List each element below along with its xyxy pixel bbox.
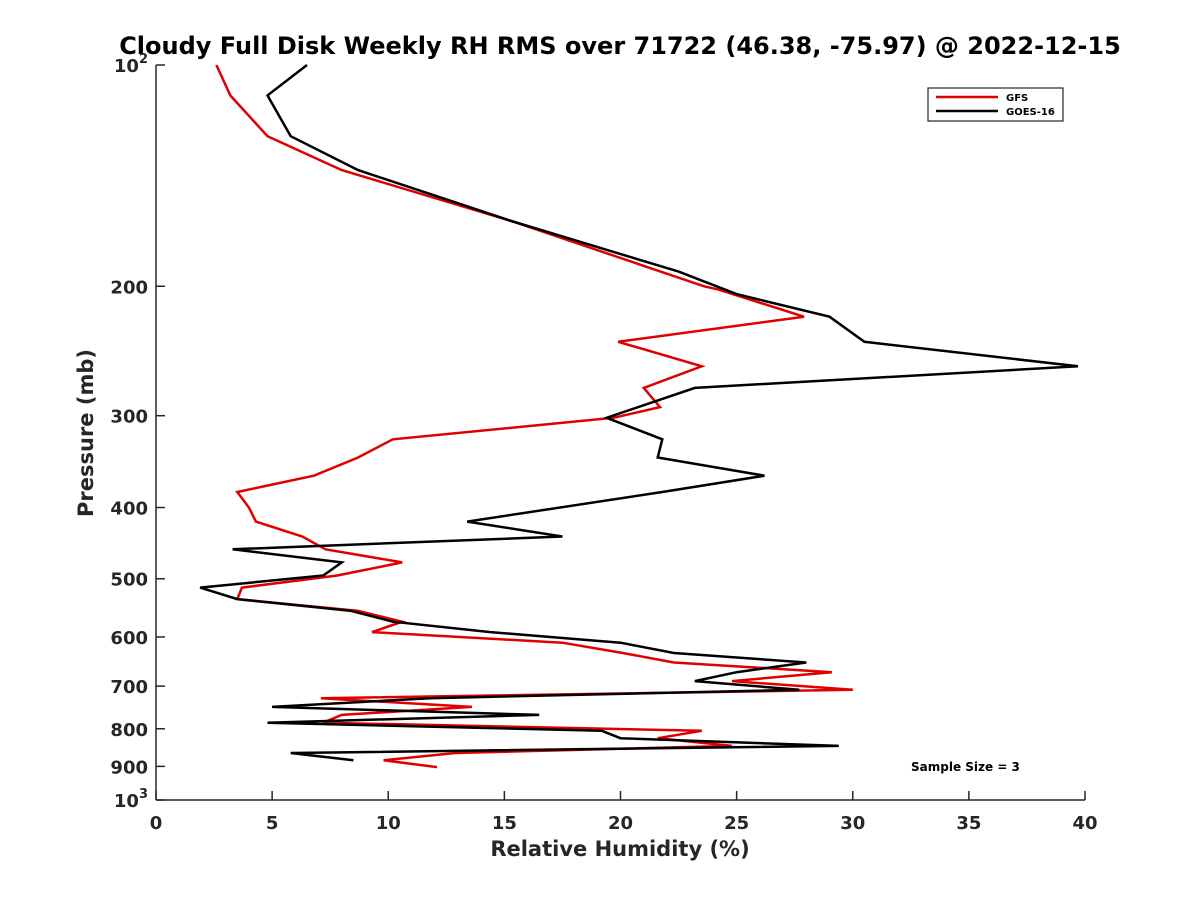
plot-area: 0 5 10 15 20 25 30 35 40 102 200 300 400 500 600 700 80…	[110, 52, 1097, 834]
chart-title: Cloudy Full Disk Weekly RH RMS over 7172…	[119, 32, 1121, 60]
series-line-goes16	[199, 64, 1079, 762]
y-tick-label: 103	[114, 787, 148, 812]
series-line-gfs	[215, 64, 853, 769]
legend-label-gfs: GFS	[1006, 93, 1028, 104]
y-tick-label: 102	[114, 52, 148, 77]
x-tick-label: 0	[150, 813, 163, 834]
x-tick-label: 20	[608, 813, 633, 834]
y-tick-label: 200	[110, 277, 148, 298]
x-tick-label: 5	[266, 813, 279, 834]
x-tick-label: 40	[1072, 813, 1097, 834]
legend-box	[927, 87, 1064, 122]
x-tick-label: 35	[956, 813, 981, 834]
x-axis-label: Relative Humidity (%)	[490, 837, 749, 861]
sample-size-annotation: Sample Size = 3	[911, 760, 1020, 774]
series-group	[199, 64, 1079, 769]
x-tick-label: 30	[840, 813, 865, 834]
x-tick-label: 25	[724, 813, 749, 834]
y-tick-label: 300	[110, 407, 148, 428]
y-axis-label: Pressure (mb)	[74, 349, 98, 517]
y-tick-label: 800	[110, 720, 148, 741]
x-ticks: 0 5 10 15 20 25 30 35 40	[150, 791, 1098, 834]
legend-label-goes16: GOES-16	[1006, 107, 1055, 118]
y-tick-label: 600	[110, 628, 148, 649]
y-ticks: 102 200 300 400 500 600 700 800 900 103	[110, 52, 165, 812]
y-tick-label: 400	[110, 499, 148, 520]
y-tick-label: 500	[110, 570, 148, 591]
legend: GFS GOES-16	[927, 87, 1064, 122]
x-tick-label: 15	[492, 813, 517, 834]
y-tick-label: 700	[110, 677, 148, 698]
y-tick-label: 900	[110, 757, 148, 778]
x-tick-label: 10	[376, 813, 401, 834]
